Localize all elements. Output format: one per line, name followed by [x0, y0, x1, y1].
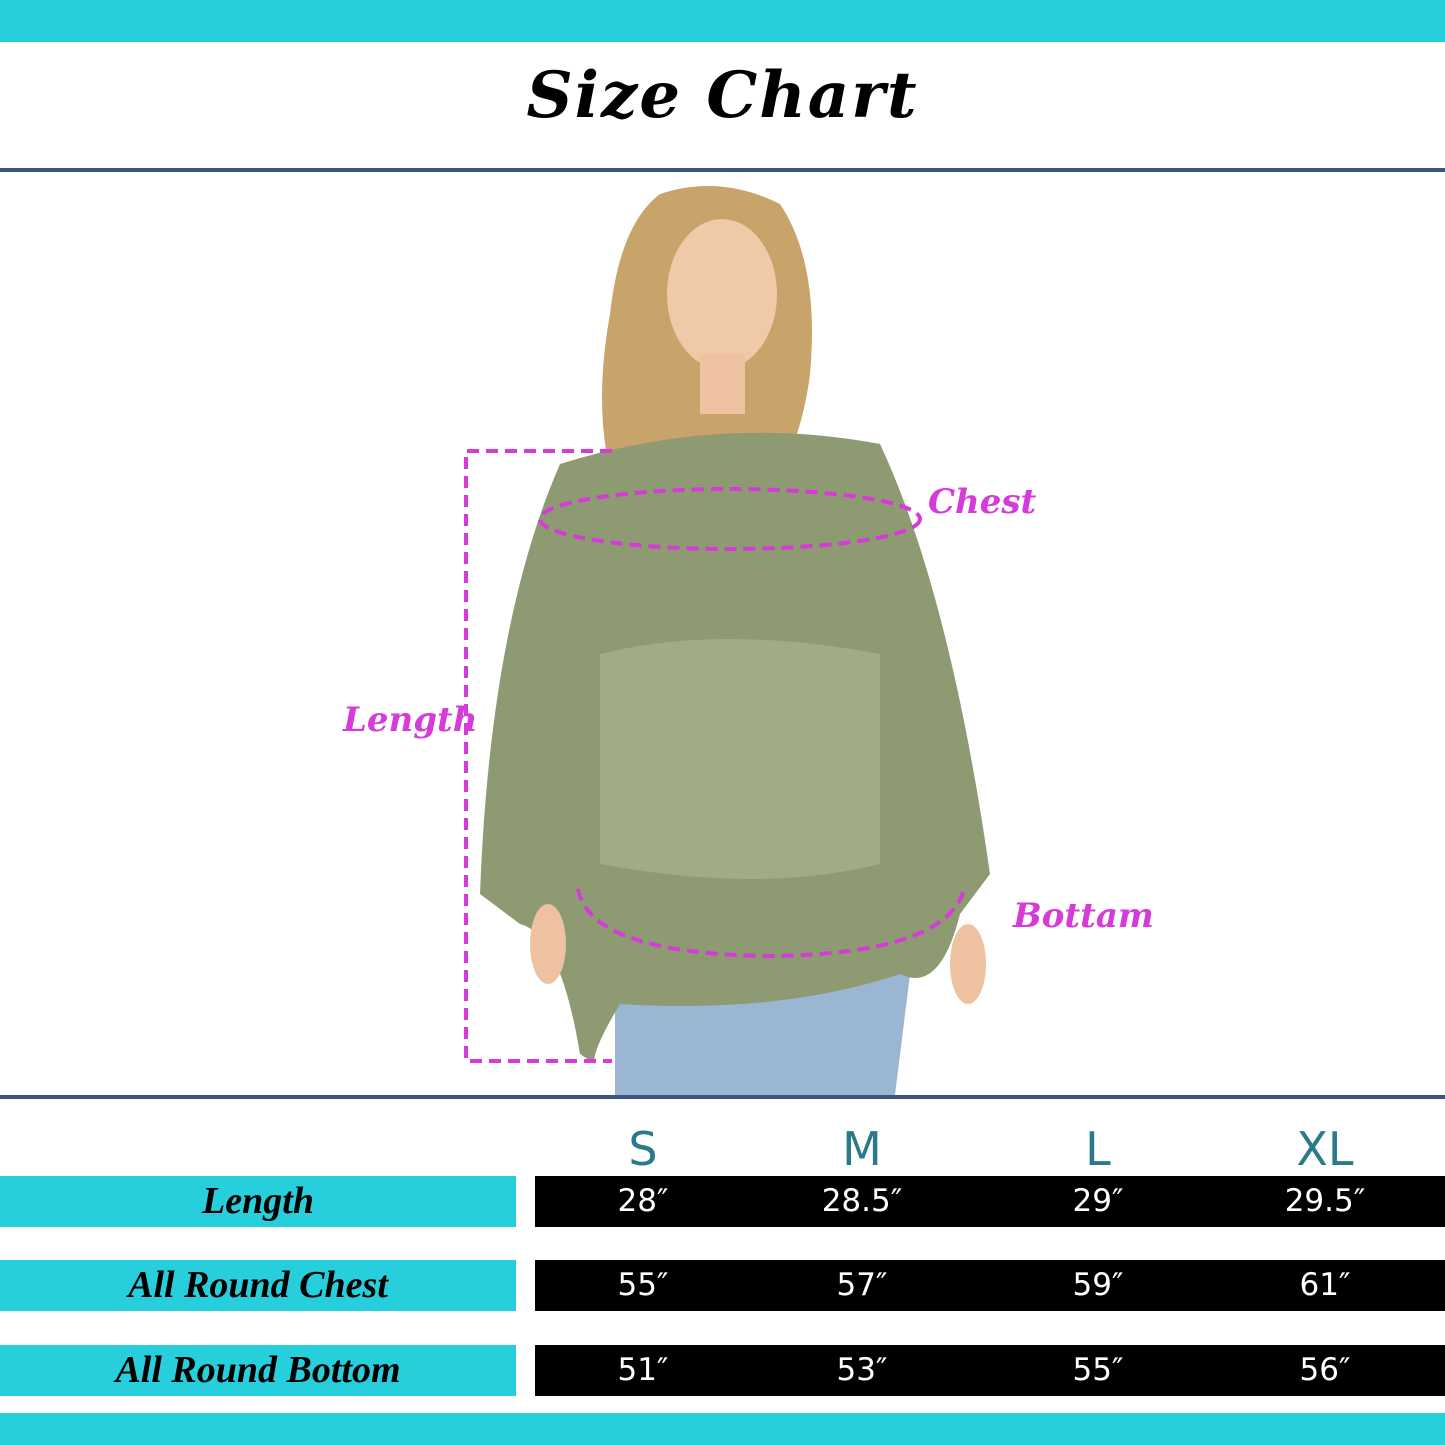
length-measure-line [464, 449, 612, 1063]
length-label: Length [343, 700, 478, 740]
size-header-m: M [842, 1122, 882, 1176]
bottom-label: Bottam [1013, 896, 1154, 936]
model-illustration [464, 186, 990, 1095]
value-cell: 53″ [836, 1352, 888, 1388]
bottom-measure-line [576, 885, 967, 959]
value-cell: 51″ [617, 1352, 669, 1388]
value-cell: 28.5″ [821, 1183, 903, 1219]
value-cell: 29.5″ [1284, 1183, 1366, 1219]
divider [0, 168, 1445, 172]
size-header-l: L [1085, 1122, 1111, 1176]
row-label-length: Length [0, 1176, 516, 1227]
value-cell: 55″ [617, 1267, 669, 1303]
table-row: 51″ 53″ 55″ 56″ [535, 1345, 1445, 1396]
value-cell: 59″ [1072, 1267, 1124, 1303]
value-cell: 29″ [1072, 1183, 1124, 1219]
chest-measure-line [538, 487, 922, 551]
bottom-accent-bar [0, 1413, 1445, 1445]
size-header-xl: XL [1296, 1122, 1354, 1176]
row-label-bottom: All Round Bottom [0, 1345, 516, 1396]
table-row: 55″ 57″ 59″ 61″ [535, 1260, 1445, 1311]
page-title: Size Chart [526, 58, 919, 133]
value-cell: 57″ [836, 1267, 888, 1303]
value-cell: 56″ [1299, 1352, 1351, 1388]
value-cell: 55″ [1072, 1352, 1124, 1388]
size-header-s: S [628, 1122, 658, 1176]
top-accent-bar [0, 0, 1445, 42]
value-cell: 28″ [617, 1183, 669, 1219]
table-row: 28″ 28.5″ 29″ 29.5″ [535, 1176, 1445, 1227]
chest-label: Chest [928, 482, 1037, 522]
row-label-chest: All Round Chest [0, 1260, 516, 1311]
divider [0, 1095, 1445, 1099]
value-cell: 61″ [1299, 1267, 1351, 1303]
model-photo: Length Chest Bottam [0, 174, 1445, 1095]
